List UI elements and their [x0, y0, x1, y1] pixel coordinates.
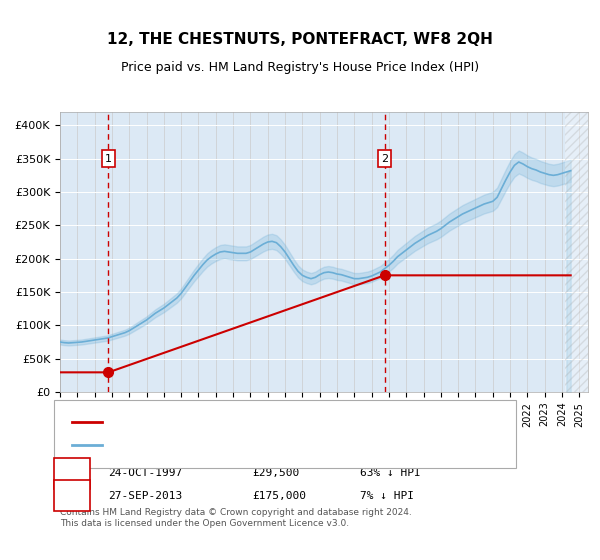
Text: £29,500: £29,500	[252, 468, 299, 478]
Bar	[565, 112, 588, 392]
Text: £175,000: £175,000	[252, 491, 306, 501]
Text: 63% ↓ HPI: 63% ↓ HPI	[360, 468, 421, 478]
Text: 24-OCT-1997: 24-OCT-1997	[108, 468, 182, 478]
Text: 2: 2	[381, 153, 388, 164]
Text: 12, THE CHESTNUTS, PONTEFRACT, WF8 2QH (detached house): 12, THE CHESTNUTS, PONTEFRACT, WF8 2QH (…	[108, 417, 439, 427]
Text: 12, THE CHESTNUTS, PONTEFRACT, WF8 2QH: 12, THE CHESTNUTS, PONTEFRACT, WF8 2QH	[107, 32, 493, 46]
Text: 1: 1	[68, 468, 76, 478]
Text: 27-SEP-2013: 27-SEP-2013	[108, 491, 182, 501]
Text: 7% ↓ HPI: 7% ↓ HPI	[360, 491, 414, 501]
Text: Contains HM Land Registry data © Crown copyright and database right 2024.
This d: Contains HM Land Registry data © Crown c…	[60, 508, 412, 528]
Text: Price paid vs. HM Land Registry's House Price Index (HPI): Price paid vs. HM Land Registry's House …	[121, 60, 479, 74]
Text: 1: 1	[105, 153, 112, 164]
Text: 2: 2	[68, 491, 76, 501]
Text: HPI: Average price, detached house, Wakefield: HPI: Average price, detached house, Wake…	[108, 440, 352, 450]
